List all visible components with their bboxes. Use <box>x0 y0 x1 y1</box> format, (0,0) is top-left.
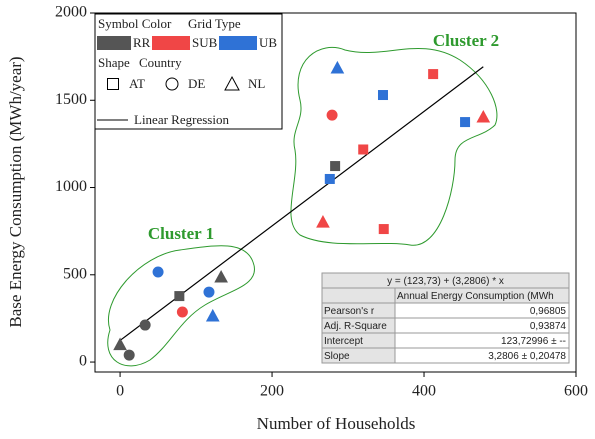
point <box>326 109 338 121</box>
legend-title: Shape <box>98 55 130 70</box>
annotation: Cluster 2 <box>433 31 499 50</box>
point <box>205 308 220 322</box>
legend-symbol <box>107 78 119 90</box>
legend-title: Country <box>139 55 182 70</box>
point <box>330 161 341 172</box>
legend-box <box>94 13 283 130</box>
point <box>203 286 215 298</box>
table-cell: 0,93874 <box>530 321 567 332</box>
point <box>316 215 330 228</box>
table-cell: Pearson's r <box>324 306 375 317</box>
x-tick-label: 600 <box>564 383 588 400</box>
y-tick-label: 1000 <box>55 178 87 195</box>
point <box>214 270 228 283</box>
legend-swatch <box>219 36 257 50</box>
y-tick-label: 0 <box>79 353 87 370</box>
legend-title: Symbol Color <box>98 16 172 31</box>
table-cell-box <box>321 287 396 304</box>
legend-label: AT <box>129 76 145 91</box>
point <box>152 266 164 278</box>
x-tick-label: 200 <box>260 383 284 400</box>
cluster-outline <box>107 245 256 367</box>
annotation: Cluster 1 <box>148 224 214 243</box>
point <box>358 144 369 155</box>
point <box>139 319 151 331</box>
stats-table: y = (123,73) + (3,2806) * x Annual Energy… <box>321 272 570 364</box>
point <box>113 337 127 351</box>
table-cell: 0,96805 <box>530 306 567 317</box>
point <box>324 173 335 184</box>
table-cell: Adj. R-Square <box>324 321 387 332</box>
point <box>330 60 345 74</box>
point <box>476 109 491 123</box>
table-cell-box <box>394 347 570 364</box>
legend-symbol <box>224 75 240 91</box>
x-axis-title: Number of Households <box>257 414 416 433</box>
table-cell: 123,72996 ± -- <box>501 336 566 347</box>
legend-label: Linear Regression <box>134 112 229 127</box>
table-cell: Intercept <box>324 336 363 347</box>
legend-symbol <box>165 77 179 91</box>
y-tick-label: 1500 <box>55 91 87 108</box>
y-tick-label: 2000 <box>55 4 87 21</box>
cluster-outline <box>290 46 498 246</box>
legend-label: DE <box>188 76 205 91</box>
legend-swatch <box>97 36 131 50</box>
x-tick-label: 400 <box>412 383 436 400</box>
y-axis-title: Base Energy Consumption (MWh/year) <box>6 56 25 327</box>
point <box>460 117 471 128</box>
point <box>176 306 188 318</box>
legend-label: UB <box>259 35 277 50</box>
table-cell: Annual Energy Consumption (MWh <box>397 291 554 302</box>
legend-title: Grid Type <box>188 16 241 31</box>
legend-swatch <box>152 36 190 50</box>
legend-label: NL <box>248 76 265 91</box>
table-cell: y = (123,73) + (3,2806) * x <box>387 276 504 287</box>
legend-label: RR <box>133 35 151 50</box>
point <box>377 90 388 101</box>
point <box>174 291 185 302</box>
table-cell: 3,2806 ± 0,20478 <box>488 351 566 362</box>
point <box>123 349 135 361</box>
plot-frame <box>94 12 577 373</box>
legend-label: SUB <box>192 35 218 50</box>
x-tick-label: 0 <box>116 383 124 400</box>
y-tick-label: 500 <box>63 265 87 282</box>
table-cell: Slope <box>324 351 350 362</box>
point <box>428 69 439 80</box>
point <box>378 224 389 235</box>
